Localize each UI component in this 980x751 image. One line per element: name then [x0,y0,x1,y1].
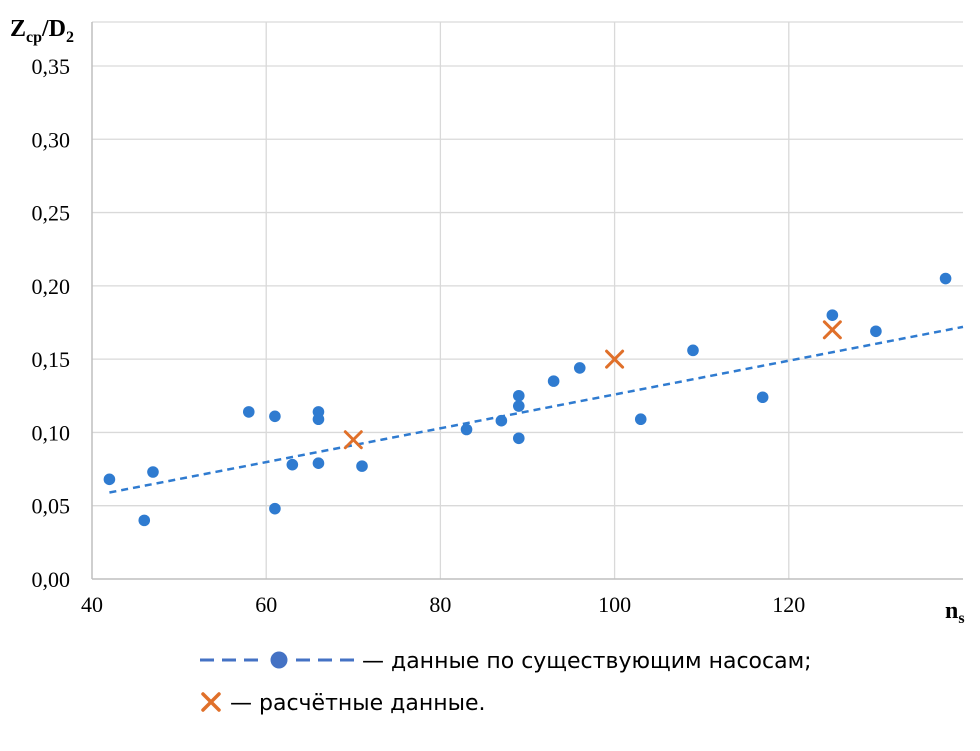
data-point-circle [634,413,647,426]
data-point-circle [312,413,325,426]
data-point-circle [870,325,882,338]
y-tick-label: 0,15 [32,347,71,372]
data-point-circle [286,458,299,471]
axes [91,22,963,580]
x-axis-title: ns [945,598,965,627]
data-point-circle [312,457,325,470]
y-tick-label: 0,25 [32,201,71,226]
data-point-circle [756,391,769,404]
data-point-circle [147,466,159,478]
data-point-circle [242,406,255,418]
data-point-circle [826,309,839,321]
x-tick-label: 40 [81,592,103,617]
y-tick-label: 0,00 [32,567,71,592]
data-point-circle [269,502,281,515]
grid-lines [92,21,963,579]
legend-item-calculated: — расчётные данные. [201,691,486,716]
x-tick-label: 80 [429,592,451,617]
y-tick-label: 0,10 [32,420,71,445]
data-point-x [822,320,842,340]
x-tick-label: 60 [255,592,277,617]
legend-item-existing-pumps: — данные по существующим насосам; [200,649,812,674]
data-point-circle [687,344,699,357]
data-point-circle [512,389,525,402]
data-point-circle [495,414,508,427]
legend-label-existing-pumps: — данные по существующим насосам; [362,649,812,674]
y-tick-label: 0,30 [32,127,71,152]
data-point-circle [512,432,525,445]
data-point-circle [547,375,560,387]
y-tick-label: 0,35 [32,54,71,79]
y-tick-labels: 0,00 0,05 0,10 0,15 0,20 0,25 0,30 0,35 [32,54,71,592]
data-point-circle [460,423,473,436]
y-tick-label: 0,05 [32,494,71,519]
data-point-circle [103,473,116,486]
trendline-dashed [109,325,964,494]
legend: — данные по существующим насосам; — расч… [200,649,812,716]
data-points [103,272,952,527]
x-tick-labels: 40 60 80 100 120 [81,592,805,617]
data-point-x [605,349,625,369]
data-point-x [343,430,363,450]
trendline [109,325,964,494]
legend-label-calculated: — расчётные данные. [230,691,486,716]
data-point-circle [512,400,525,412]
data-point-circle [939,272,952,285]
legend-circle-marker-icon [270,651,288,669]
y-axis-title: Zср/D2 [10,16,74,46]
y-tick-label: 0,20 [32,274,71,299]
legend-x-marker-icon [201,692,221,712]
data-point-circle [138,514,151,527]
x-tick-label: 120 [772,592,805,617]
data-point-circle [573,362,586,374]
data-point-circle [356,460,368,472]
data-point-circle [269,410,281,423]
x-tick-label: 100 [598,592,631,617]
